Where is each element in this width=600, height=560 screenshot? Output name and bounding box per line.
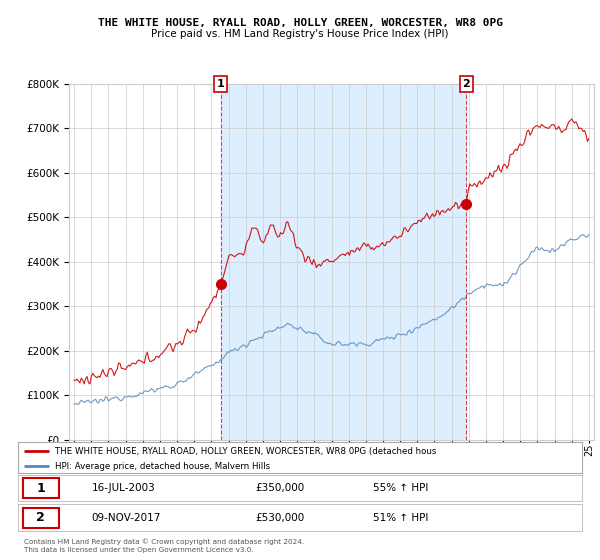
Text: THE WHITE HOUSE, RYALL ROAD, HOLLY GREEN, WORCESTER, WR8 0PG (detached hous: THE WHITE HOUSE, RYALL ROAD, HOLLY GREEN… [55,446,436,455]
Text: £350,000: £350,000 [255,483,304,493]
Text: THE WHITE HOUSE, RYALL ROAD, HOLLY GREEN, WORCESTER, WR8 0PG: THE WHITE HOUSE, RYALL ROAD, HOLLY GREEN… [97,18,503,28]
Text: Price paid vs. HM Land Registry's House Price Index (HPI): Price paid vs. HM Land Registry's House … [151,29,449,39]
FancyBboxPatch shape [23,507,59,528]
Bar [221,84,466,440]
Text: Contains HM Land Registry data © Crown copyright and database right 2024.
This d: Contains HM Land Registry data © Crown c… [24,539,304,553]
Text: 1: 1 [217,79,224,89]
Text: HPI: Average price, detached house, Malvern Hills: HPI: Average price, detached house, Malv… [55,462,270,471]
Text: 2: 2 [463,79,470,89]
Text: £530,000: £530,000 [255,513,304,522]
Text: 51% ↑ HPI: 51% ↑ HPI [373,513,428,522]
Text: 55% ↑ HPI: 55% ↑ HPI [373,483,428,493]
Text: 2: 2 [36,511,45,524]
Text: 1: 1 [36,482,45,494]
Text: 09-NOV-2017: 09-NOV-2017 [91,513,161,522]
FancyBboxPatch shape [23,478,59,498]
Text: 16-JUL-2003: 16-JUL-2003 [91,483,155,493]
